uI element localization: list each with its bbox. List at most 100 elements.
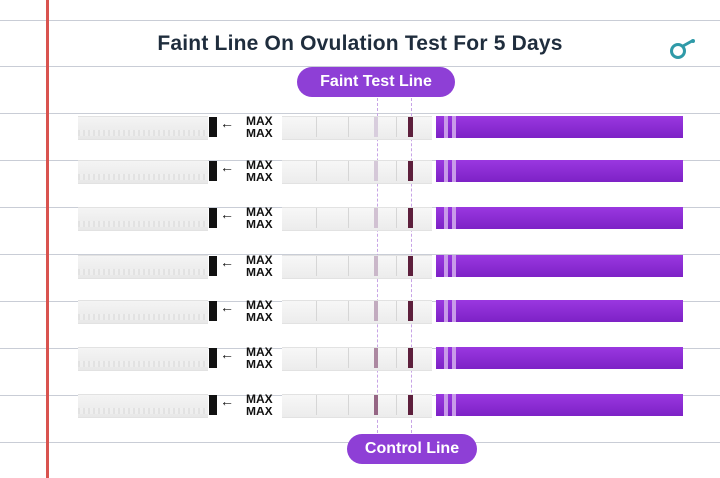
strip-max-label-lower: MAX (246, 268, 273, 277)
paper-rule-line (0, 20, 720, 21)
strip-result-window (282, 394, 432, 418)
strip-window-divider (348, 301, 349, 321)
strip-handle (436, 160, 683, 182)
strip-window-divider (316, 256, 317, 276)
ovulation-test-strip: ← MAX MAX (78, 298, 683, 324)
strip-window-divider (316, 117, 317, 137)
strip-handle-stripe (444, 255, 448, 277)
strip-max-label: MAX (246, 158, 273, 172)
strip-absorbent-tip (78, 347, 208, 371)
ovulation-test-strip: ← MAX MAX (78, 254, 683, 279)
arrow-left-icon: ← (220, 299, 234, 315)
strip-window-divider (316, 161, 317, 181)
strip-window-divider (316, 208, 317, 228)
strip-test-line (374, 256, 378, 276)
strip-handle-stripe (452, 394, 456, 416)
strip-max-label-lower: MAX (246, 129, 273, 138)
strip-absorbent-tip (78, 394, 208, 418)
strip-handle-stripe (452, 207, 456, 229)
strip-result-window (282, 207, 432, 231)
strip-max-label: MAX (246, 205, 273, 219)
strip-test-line (374, 301, 378, 321)
ovulation-test-strip: ← MAX MAX (78, 392, 683, 418)
strip-max-bar (209, 117, 217, 137)
strip-window-divider (316, 395, 317, 415)
strip-handle (436, 255, 683, 277)
strip-result-window (282, 255, 432, 279)
ovulation-test-strip: ← MAX MAX (78, 345, 683, 371)
ovulation-test-strip: ← MAX MAX (78, 114, 683, 140)
strip-max-label-lower: MAX (246, 220, 273, 229)
strip-handle-stripe (452, 347, 456, 369)
female-symbol-icon (670, 39, 695, 59)
strip-window-divider (396, 301, 397, 321)
strip-control-line (408, 208, 413, 228)
arrow-left-icon: ← (220, 393, 234, 409)
strip-window-divider (348, 348, 349, 368)
strip-handle (436, 300, 683, 322)
strip-control-line (408, 256, 413, 276)
strip-max-label-lower: MAX (246, 407, 273, 416)
strip-result-window (282, 160, 432, 184)
strip-window-divider (396, 256, 397, 276)
strip-window-divider (316, 301, 317, 321)
strip-max-bar (209, 301, 217, 321)
paper-rule-line (0, 66, 720, 67)
strip-control-line (408, 395, 413, 415)
strip-handle (436, 394, 683, 416)
strip-handle-stripe (452, 116, 456, 138)
strip-control-line (408, 117, 413, 137)
strip-max-bar (209, 161, 217, 181)
strip-max-label: MAX (246, 298, 273, 312)
arrow-left-icon: ← (220, 159, 234, 175)
strip-handle-stripe (444, 160, 448, 182)
strip-window-divider (348, 208, 349, 228)
strip-test-line (374, 161, 378, 181)
strip-absorbent-tip (78, 207, 208, 231)
strip-max-bar (209, 348, 217, 368)
strip-absorbent-tip (78, 300, 208, 324)
strip-max-bar (209, 256, 217, 276)
strip-window-divider (348, 395, 349, 415)
strip-handle-stripe (452, 255, 456, 277)
strip-window-divider (396, 117, 397, 137)
strip-max-label-lower: MAX (246, 313, 273, 322)
strip-max-label: MAX (246, 114, 273, 128)
strip-window-divider (348, 256, 349, 276)
strip-handle-stripe (452, 300, 456, 322)
faint-test-line-label: Faint Test Line (297, 67, 455, 97)
strip-control-line (408, 161, 413, 181)
strip-test-line (374, 348, 378, 368)
strip-window-divider (396, 208, 397, 228)
strip-window-divider (396, 161, 397, 181)
strip-max-bar (209, 395, 217, 415)
strip-result-window (282, 300, 432, 324)
ovulation-test-strip: ← MAX MAX (78, 205, 683, 231)
strip-max-label: MAX (246, 345, 273, 359)
strip-max-label-lower: MAX (246, 360, 273, 369)
strip-handle-stripe (444, 394, 448, 416)
strip-test-line (374, 117, 378, 137)
strip-control-line (408, 301, 413, 321)
paper-rule-line (0, 254, 720, 255)
control-line-label: Control Line (347, 434, 477, 464)
arrow-left-icon: ← (220, 346, 234, 362)
strip-max-label: MAX (246, 392, 273, 406)
strip-window-divider (396, 348, 397, 368)
arrow-left-icon: ← (220, 115, 234, 131)
ovulation-test-strip: ← MAX MAX (78, 158, 683, 184)
strip-handle (436, 347, 683, 369)
strip-absorbent-tip (78, 116, 208, 140)
strip-max-label-lower: MAX (246, 173, 273, 182)
strip-handle-stripe (452, 160, 456, 182)
strip-handle-stripe (444, 300, 448, 322)
arrow-left-icon: ← (220, 254, 234, 270)
arrow-left-icon: ← (220, 206, 234, 222)
strip-handle (436, 116, 683, 138)
strip-absorbent-tip (78, 160, 208, 184)
page-title: Faint Line On Ovulation Test For 5 Days (157, 32, 563, 55)
strip-result-window (282, 116, 432, 140)
paper-rule-line (0, 113, 720, 114)
strip-result-window (282, 347, 432, 371)
strip-window-divider (348, 117, 349, 137)
